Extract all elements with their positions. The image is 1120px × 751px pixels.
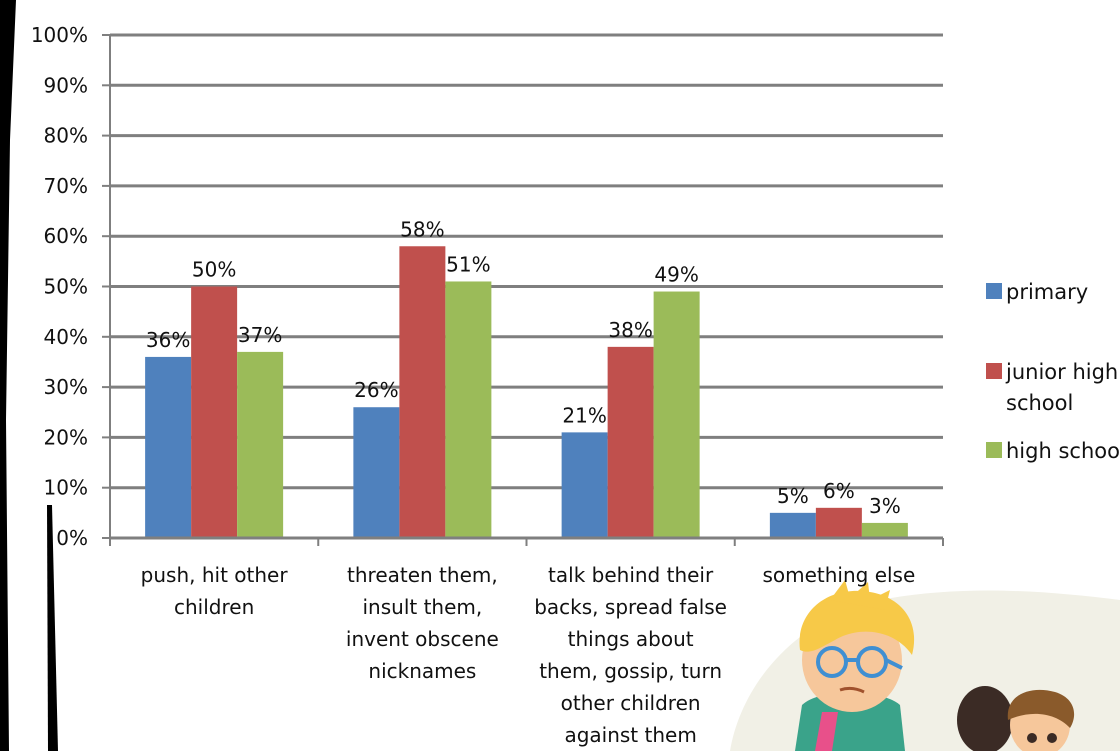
bar [815, 507, 862, 538]
legend-swatch [986, 283, 1002, 299]
data-label: 36% [146, 328, 190, 352]
x-category-label: push, hit other [141, 563, 289, 587]
data-label: 50% [192, 258, 236, 282]
y-tick-label: 0% [56, 526, 88, 550]
x-category-label: children [174, 595, 254, 619]
y-tick-label: 30% [44, 375, 88, 399]
left-border-stroke [0, 0, 16, 751]
bars [145, 246, 908, 538]
x-category-label: something else [762, 563, 915, 587]
x-category-label: talk behind their [548, 563, 714, 587]
y-tick-label: 80% [44, 124, 88, 148]
x-category-label: other children [561, 691, 701, 715]
bar [607, 346, 654, 538]
y-tick-label: 70% [44, 174, 88, 198]
y-tick-label: 10% [44, 476, 88, 500]
legend-swatch [986, 442, 1002, 458]
bar [191, 286, 238, 538]
data-label: 38% [608, 318, 652, 342]
legend-swatch [986, 363, 1002, 379]
data-label: 5% [777, 484, 809, 508]
legend-label: primary [1006, 280, 1088, 304]
other-children [957, 686, 1075, 751]
x-category-label: them, gossip, turn [539, 659, 722, 683]
y-axis-ticks: 0% 10% 20% 30% 40% 50% 60% 70% 80% 90% 100% [31, 23, 110, 550]
data-label: 37% [238, 323, 282, 347]
bar [861, 522, 908, 538]
data-label: 26% [354, 378, 398, 402]
y-tick-label: 100% [31, 23, 88, 47]
x-category-label: threaten them, [347, 563, 498, 587]
x-category-label: things about [568, 627, 694, 651]
bar [145, 356, 192, 538]
cartoon-children-illustration [730, 580, 1120, 751]
data-label: 3% [869, 494, 901, 518]
data-label: 21% [562, 403, 606, 427]
x-axis: push, hit other children threaten them, ins… [109, 35, 944, 747]
data-labels: 36% 50% 37% 26% 58%51% 21% 38% 49% 5% 6% 3% [146, 217, 901, 518]
x-category-label: insult them, [363, 595, 483, 619]
data-label: 51% [446, 252, 490, 276]
bar [769, 512, 816, 538]
legend-label: high school [1006, 439, 1120, 463]
x-category-label: invent obscene [346, 627, 499, 651]
y-tick-label: 50% [44, 275, 88, 299]
left-border-stroke-thin [47, 505, 58, 751]
bar [653, 291, 700, 538]
bar [237, 351, 284, 538]
y-tick-label: 20% [44, 425, 88, 449]
data-label: 49% [654, 263, 698, 287]
x-category-label: nicknames [368, 659, 476, 683]
y-tick-label: 60% [44, 224, 88, 248]
boy-with-glasses [795, 580, 915, 751]
legend: primary junior high school high school [986, 280, 1120, 463]
bar [353, 407, 400, 538]
data-label: 58% [400, 217, 444, 241]
data-label: 6% [823, 479, 855, 503]
y-tick-label: 90% [44, 73, 88, 97]
legend-label: school [1006, 391, 1073, 415]
y-tick-label: 40% [44, 325, 88, 349]
bar [561, 432, 608, 538]
bar [399, 246, 446, 538]
legend-label: junior high [1005, 360, 1118, 384]
x-category-label: against them [564, 723, 696, 747]
x-category-label: backs, spread false [534, 595, 727, 619]
bar [445, 281, 492, 538]
